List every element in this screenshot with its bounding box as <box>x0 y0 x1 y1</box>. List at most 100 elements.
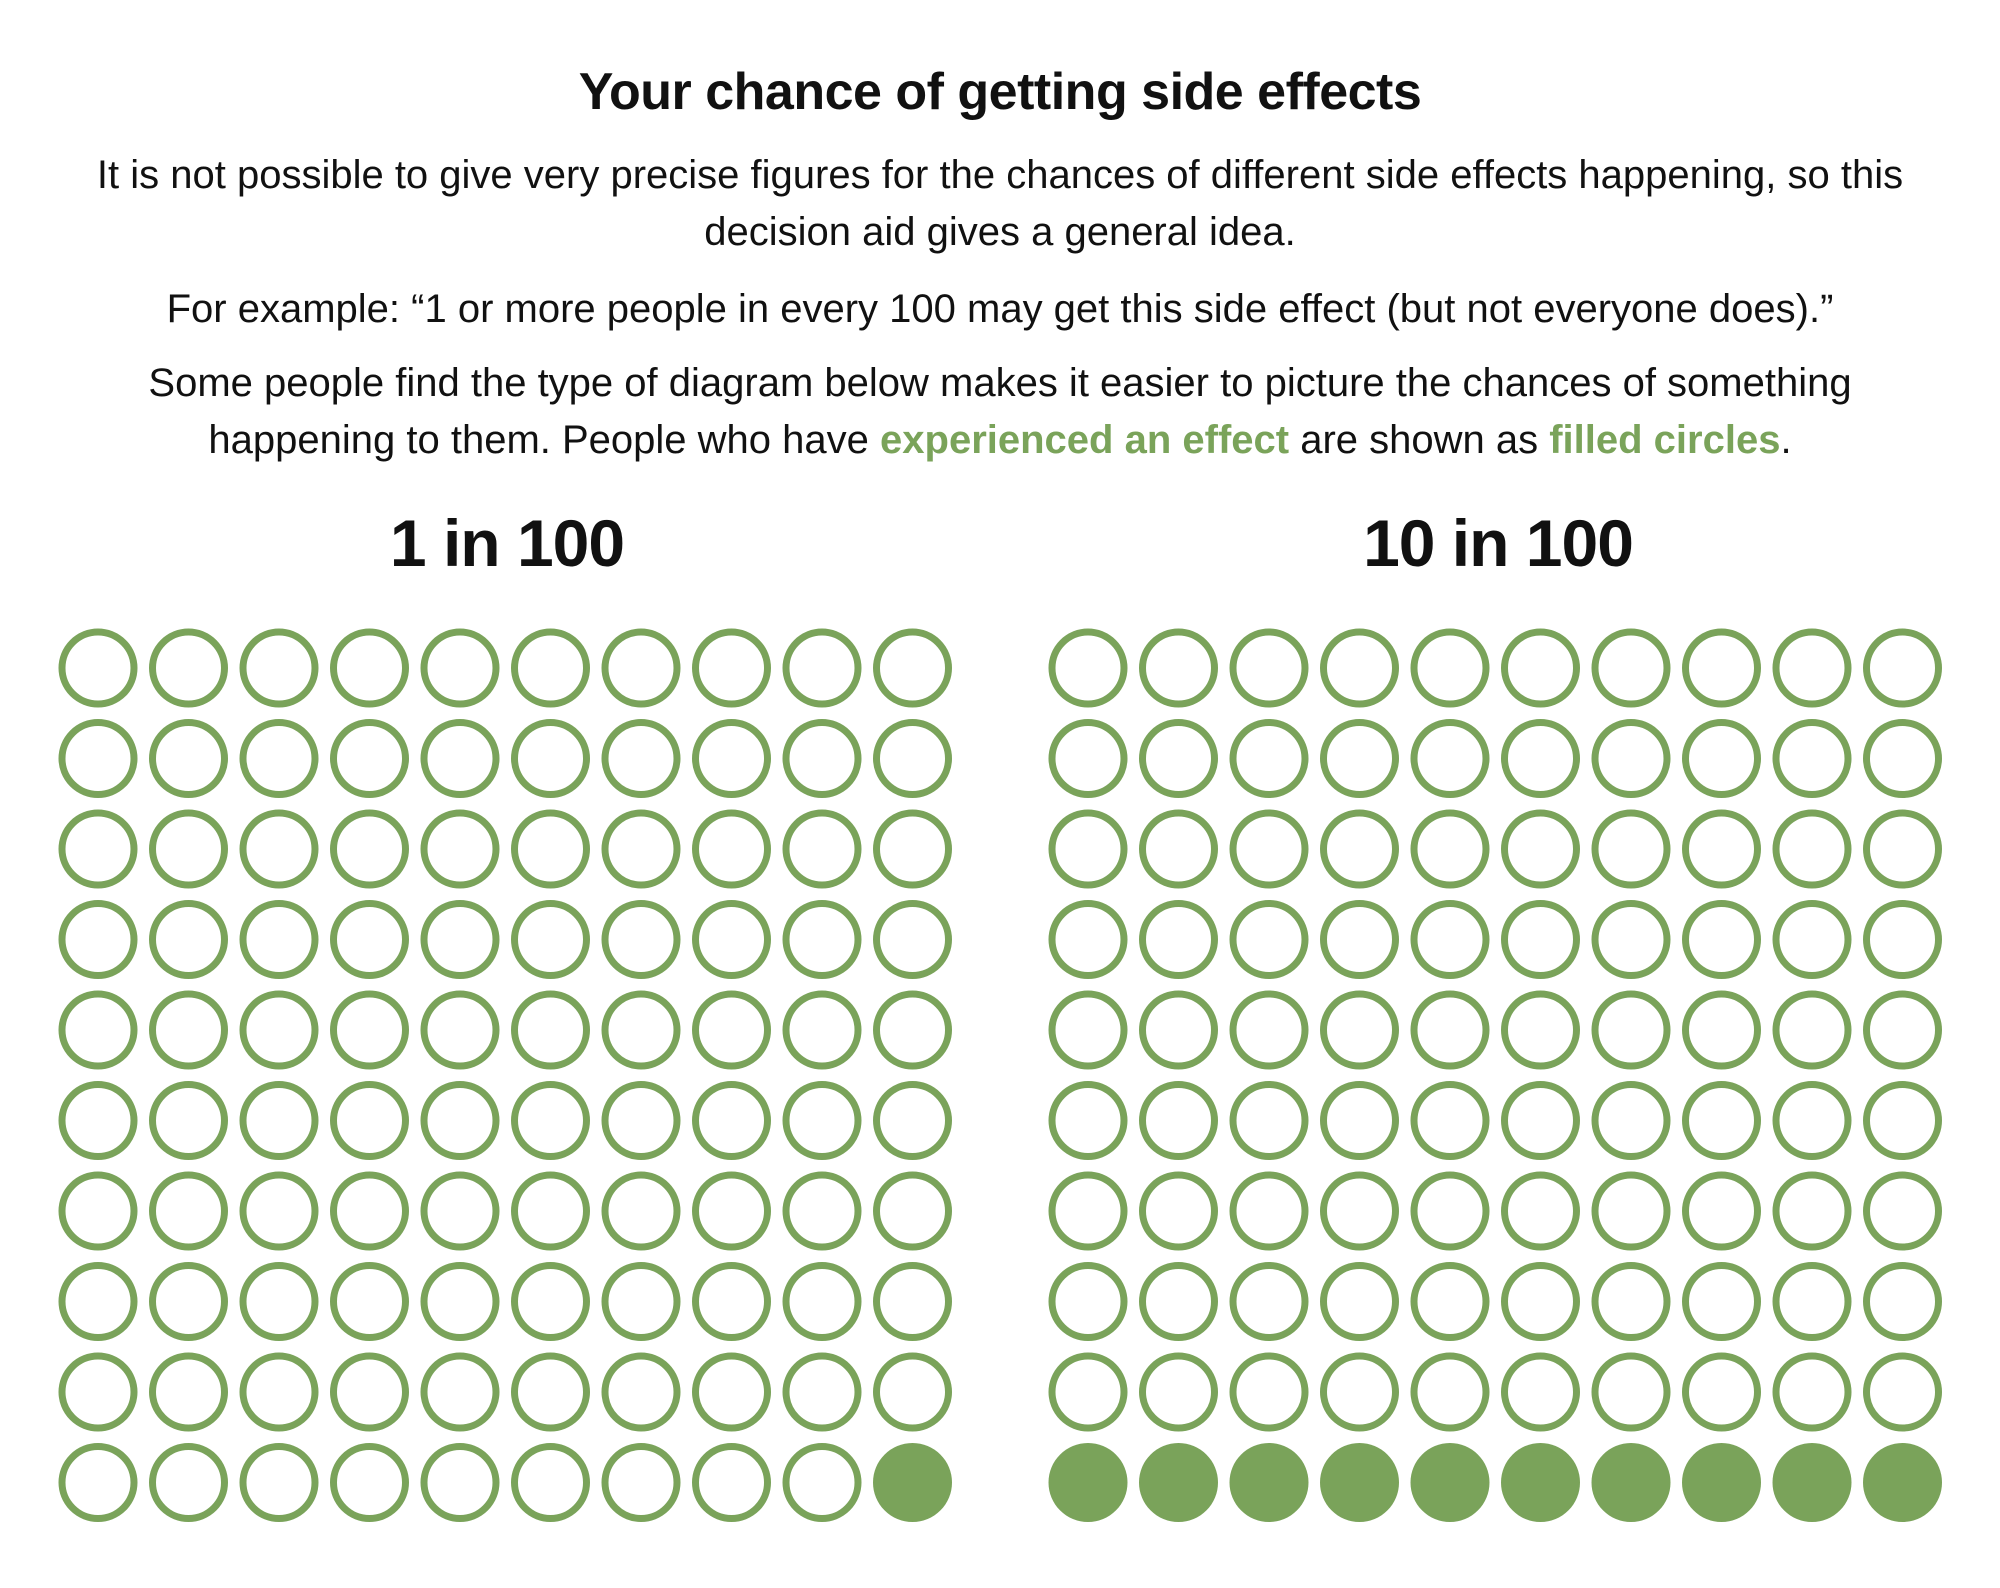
empty-person-circle <box>58 900 138 979</box>
empty-person-circle <box>1501 900 1580 979</box>
empty-person-circle <box>1048 809 1128 889</box>
filled-person-circle <box>1591 1443 1671 1522</box>
empty-person-circle <box>1139 900 1218 979</box>
empty-person-circle <box>420 1352 500 1432</box>
empty-person-circle <box>1320 1352 1399 1432</box>
empty-person-circle <box>1048 1081 1128 1160</box>
empty-person-circle <box>1772 900 1852 979</box>
filled-person-circle <box>1048 1443 1128 1522</box>
empty-person-circle <box>1591 1081 1671 1160</box>
empty-person-circle <box>149 719 228 798</box>
empty-person-circle <box>1048 1171 1128 1251</box>
empty-person-circle <box>601 1443 681 1522</box>
empty-person-circle <box>692 900 771 979</box>
empty-person-circle <box>782 1352 862 1432</box>
empty-person-circle <box>1682 1352 1761 1432</box>
empty-person-circle <box>149 1352 228 1432</box>
empty-person-circle <box>1410 1262 1490 1341</box>
empty-person-circle <box>1501 1262 1580 1341</box>
empty-person-circle <box>420 809 500 889</box>
empty-person-circle <box>330 719 409 798</box>
empty-person-circle <box>692 628 771 708</box>
empty-person-circle <box>511 1262 590 1341</box>
empty-person-circle <box>1772 1171 1852 1251</box>
empty-person-circle <box>1139 628 1218 708</box>
filled-person-circle <box>1320 1443 1399 1522</box>
empty-person-circle <box>1863 1262 1942 1341</box>
empty-person-circle <box>601 1081 681 1160</box>
empty-person-circle <box>1410 628 1490 708</box>
empty-person-circle <box>692 1262 771 1341</box>
empty-person-circle <box>330 1171 409 1251</box>
empty-person-circle <box>58 990 138 1070</box>
empty-person-circle <box>692 809 771 889</box>
empty-person-circle <box>1591 628 1671 708</box>
empty-person-circle <box>58 1262 138 1341</box>
empty-person-circle <box>1229 1171 1309 1251</box>
empty-person-circle <box>511 990 590 1070</box>
empty-person-circle <box>330 628 409 708</box>
empty-person-circle <box>782 1081 862 1160</box>
empty-person-circle <box>420 1171 500 1251</box>
filled-person-circle <box>1229 1443 1309 1522</box>
empty-person-circle <box>1591 1171 1671 1251</box>
empty-person-circle <box>1048 1262 1128 1341</box>
empty-person-circle <box>330 900 409 979</box>
empty-person-circle <box>1863 719 1942 798</box>
empty-person-circle <box>873 1171 952 1251</box>
empty-person-circle <box>239 990 319 1070</box>
empty-person-circle <box>511 719 590 798</box>
empty-person-circle <box>420 900 500 979</box>
empty-person-circle <box>420 1081 500 1160</box>
empty-person-circle <box>1591 719 1671 798</box>
empty-person-circle <box>1772 1352 1852 1432</box>
empty-person-circle <box>330 1262 409 1341</box>
intro-text-middle: are shown as <box>1289 418 1550 462</box>
empty-person-circle <box>239 900 319 979</box>
empty-person-circle <box>58 719 138 798</box>
empty-person-circle <box>1139 1262 1218 1341</box>
empty-person-circle <box>1410 1081 1490 1160</box>
empty-person-circle <box>1591 900 1671 979</box>
empty-person-circle <box>1863 809 1942 889</box>
empty-person-circle <box>782 900 862 979</box>
empty-person-circle <box>1501 809 1580 889</box>
empty-person-circle <box>1772 809 1852 889</box>
empty-person-circle <box>1863 900 1942 979</box>
highlight-experienced-effect: experienced an effect <box>880 418 1290 462</box>
empty-person-circle <box>1229 990 1309 1070</box>
empty-person-circle <box>1229 628 1309 708</box>
filled-person-circle <box>1682 1443 1761 1522</box>
empty-person-circle <box>149 1171 228 1251</box>
empty-person-circle <box>1048 990 1128 1070</box>
empty-person-circle <box>601 809 681 889</box>
empty-person-circle <box>1591 990 1671 1070</box>
empty-person-circle <box>511 1081 590 1160</box>
chart-title-10-in-100: 10 in 100 <box>1363 506 1634 580</box>
empty-person-circle <box>782 628 862 708</box>
empty-person-circle <box>1410 719 1490 798</box>
empty-person-circle <box>149 628 228 708</box>
empty-person-circle <box>420 990 500 1070</box>
empty-person-circle <box>511 809 590 889</box>
filled-person-circle <box>873 1443 952 1522</box>
empty-person-circle <box>1139 809 1218 889</box>
empty-person-circle <box>1410 1352 1490 1432</box>
intro-paragraph-1: It is not possible to give very precise … <box>96 153 1904 254</box>
empty-person-circle <box>239 1262 319 1341</box>
empty-person-circle <box>1229 1262 1309 1341</box>
empty-person-circle <box>1863 990 1942 1070</box>
empty-person-circle <box>511 1443 590 1522</box>
empty-person-circle <box>149 900 228 979</box>
empty-person-circle <box>1320 900 1399 979</box>
empty-person-circle <box>58 1081 138 1160</box>
empty-person-circle <box>1320 1171 1399 1251</box>
empty-person-circle <box>692 1352 771 1432</box>
empty-person-circle <box>511 1352 590 1432</box>
empty-person-circle <box>1772 719 1852 798</box>
highlight-filled-circles: filled circles <box>1549 418 1781 462</box>
empty-person-circle <box>1501 628 1580 708</box>
empty-person-circle <box>420 1443 500 1522</box>
empty-person-circle <box>1410 1171 1490 1251</box>
empty-person-circle <box>511 900 590 979</box>
